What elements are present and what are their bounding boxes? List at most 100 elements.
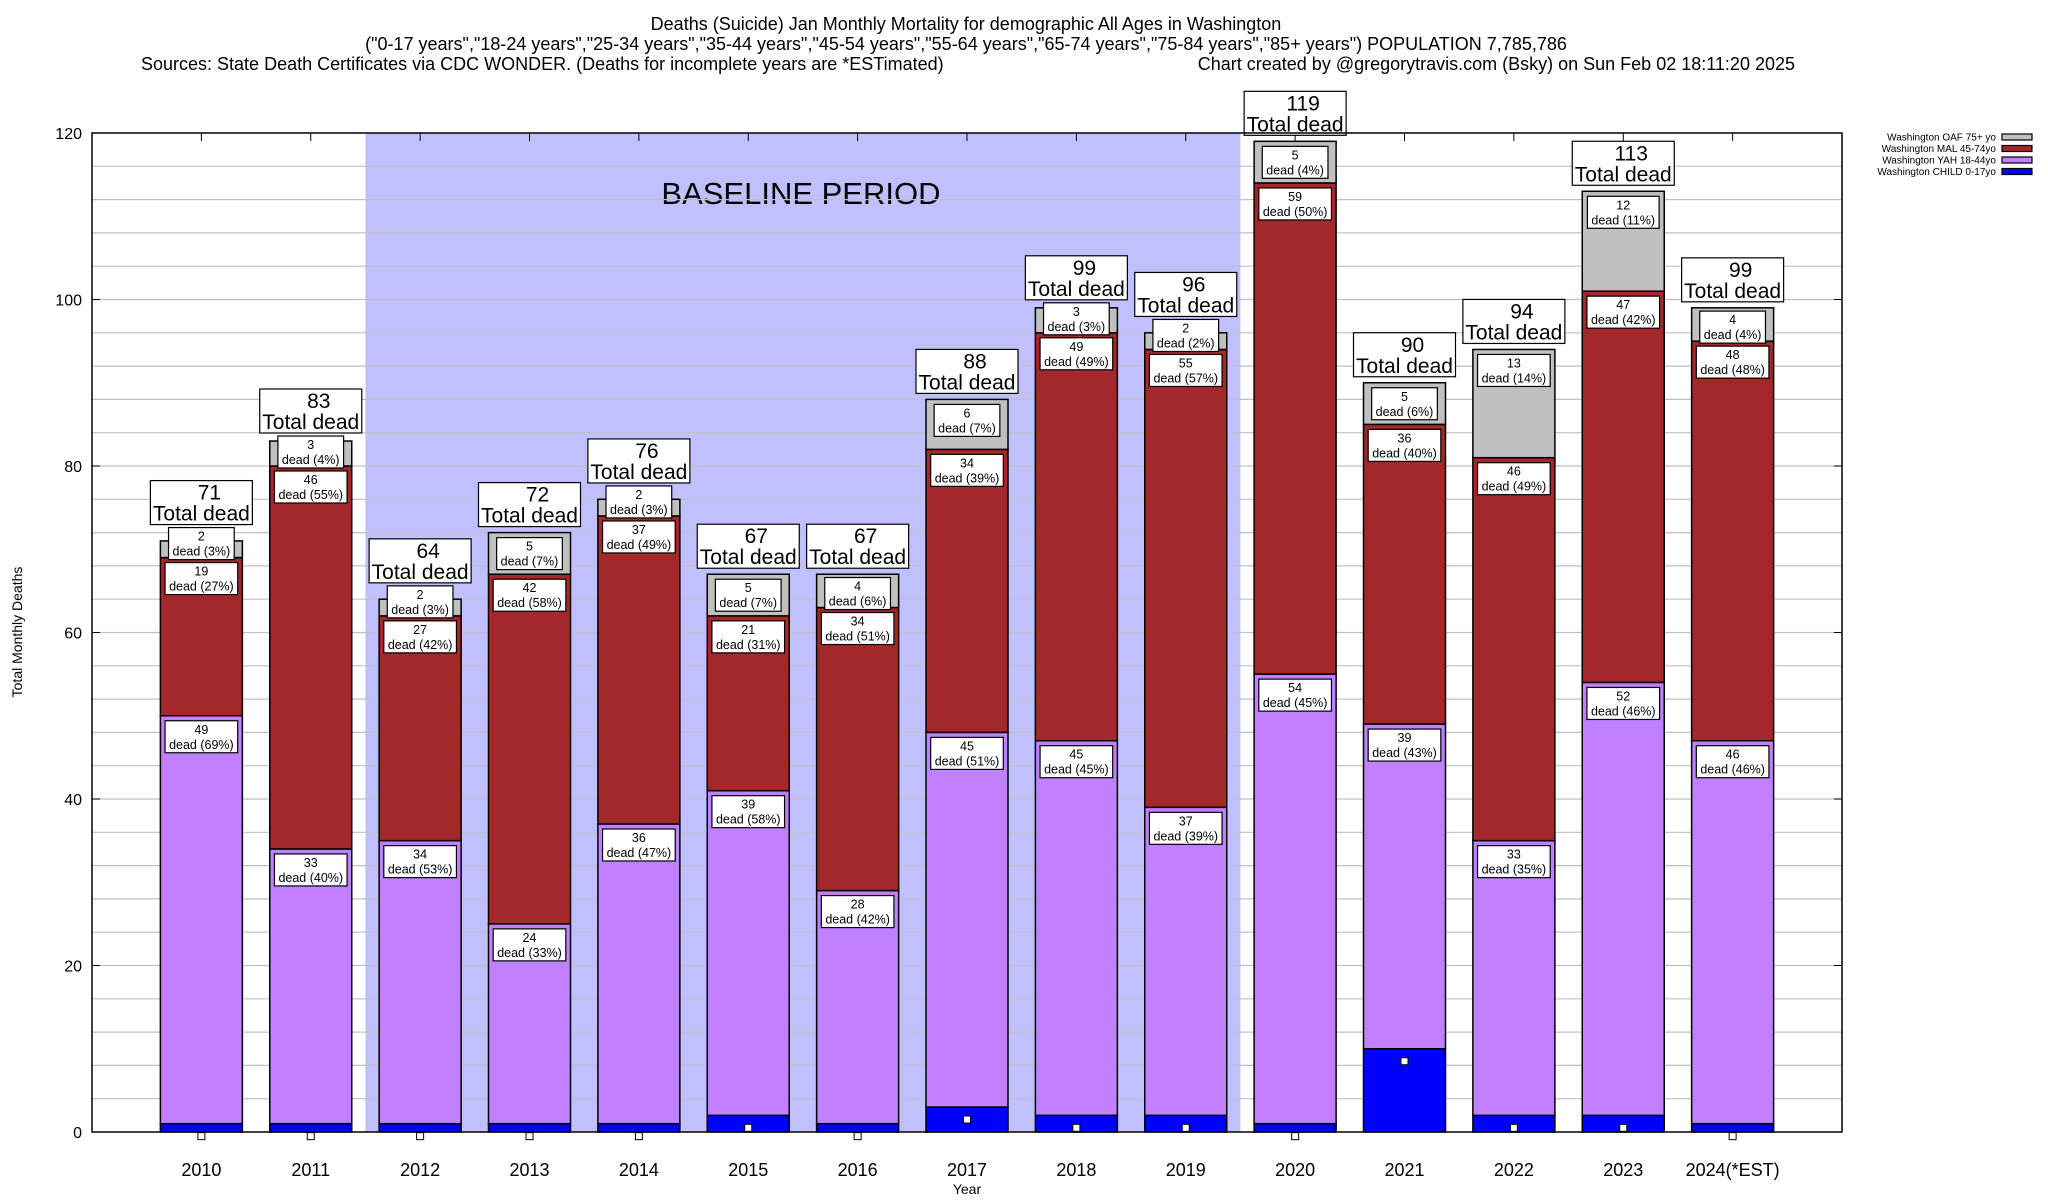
child-point-marker <box>1400 1057 1409 1066</box>
total-value: 99 <box>1073 257 1096 280</box>
segment-value: 46 <box>1507 465 1521 479</box>
segment-label-box <box>1042 302 1110 336</box>
total-label-box <box>806 523 910 569</box>
child-point-marker <box>1728 1132 1737 1141</box>
segment-value: 5 <box>526 540 533 554</box>
y-tick-label: 60 <box>64 626 82 643</box>
segment-percent: dead (42%) <box>388 638 453 652</box>
chart-credit: Chart created by @gregorytravis.com (Bsk… <box>1198 54 1795 74</box>
segment-value: 45 <box>1069 748 1083 762</box>
total-value: 96 <box>1182 273 1205 296</box>
total-suffix: Total dead <box>1247 113 1344 136</box>
segment-label-box <box>714 578 782 612</box>
total-value: 64 <box>416 540 440 563</box>
segment-label-box <box>933 403 1001 437</box>
total-value: 67 <box>745 525 768 548</box>
segment-label-box <box>164 561 239 596</box>
bar-segment-washington-mal-45-74yo <box>1362 423 1447 725</box>
segment-value: 46 <box>1726 748 1740 762</box>
bar-segment-washington-child-0-17yo <box>815 1122 900 1133</box>
segment-percent: dead (4%) <box>1266 163 1324 177</box>
segment-label-box <box>1586 195 1660 229</box>
segment-label-box <box>277 435 345 469</box>
segment-percent: dead (3%) <box>173 545 231 559</box>
segment-percent: dead (39%) <box>935 471 1000 485</box>
segment-percent: dead (6%) <box>1376 405 1434 419</box>
child-point-marker <box>1619 1123 1628 1132</box>
total-value: 72 <box>526 484 549 507</box>
segment-percent: dead (53%) <box>388 863 453 877</box>
total-suffix: Total dead <box>1137 294 1234 317</box>
x-tick-label: 2023 <box>1603 1160 1643 1180</box>
segment-value: 34 <box>413 848 427 862</box>
child-point-marker <box>1181 1123 1190 1132</box>
segment-percent: dead (46%) <box>1700 763 1765 777</box>
segment-value: 36 <box>632 831 646 845</box>
segment-percent: dead (2%) <box>1157 336 1215 350</box>
total-suffix: Total dead <box>262 411 359 434</box>
y-tick-label: 0 <box>73 1125 82 1142</box>
segment-label-box <box>1476 845 1551 879</box>
segment-label-box <box>496 536 563 571</box>
total-suffix: Total dead <box>919 371 1016 394</box>
x-tick-label: 2016 <box>838 1160 878 1180</box>
bar-segment-washington-child-0-17yo <box>378 1122 462 1133</box>
segment-value: 55 <box>1179 356 1193 370</box>
segment-value: 52 <box>1616 689 1630 703</box>
segment-label-box <box>930 453 1004 487</box>
segment-value: 59 <box>1288 190 1302 204</box>
y-tick-label: 100 <box>55 293 82 310</box>
segment-percent: dead (55%) <box>278 488 343 502</box>
bar-segment-washington-yah-18-44yo <box>1034 739 1119 1117</box>
segment-percent: dead (42%) <box>1591 313 1656 327</box>
segment-percent: dead (57%) <box>1153 371 1218 385</box>
total-value: 113 <box>1615 142 1648 165</box>
total-suffix: Total dead <box>481 505 578 528</box>
segment-label-box <box>273 470 348 504</box>
segment-percent: dead (4%) <box>1704 328 1762 342</box>
segment-value: 13 <box>1507 356 1521 370</box>
segment-label-box <box>1039 745 1114 779</box>
segment-value: 2 <box>198 530 205 544</box>
segment-label-box <box>492 928 567 962</box>
segment-value: 28 <box>851 898 865 912</box>
x-tick-label: 2019 <box>1166 1160 1206 1180</box>
segment-label-box <box>1695 745 1770 779</box>
x-tick-label: 2011 <box>291 1160 330 1180</box>
segment-value: 42 <box>523 581 537 595</box>
segment-label-box <box>383 620 458 654</box>
segment-percent: dead (49%) <box>607 538 672 552</box>
segment-label-box <box>1148 353 1223 388</box>
segment-percent: dead (27%) <box>169 580 234 594</box>
total-label-box <box>1134 271 1238 318</box>
x-tick-label: 2010 <box>181 1160 221 1180</box>
segment-label-box <box>164 720 239 754</box>
segment-label-box <box>1371 387 1438 421</box>
segment-percent: dead (51%) <box>935 754 1000 768</box>
total-suffix: Total dead <box>1465 321 1562 344</box>
total-suffix: Total dead <box>1575 163 1672 186</box>
segment-percent: dead (48%) <box>1700 363 1765 377</box>
segment-label-box <box>1152 318 1220 353</box>
child-point-marker <box>1291 1132 1300 1141</box>
segment-percent: dead (14%) <box>1482 371 1547 385</box>
